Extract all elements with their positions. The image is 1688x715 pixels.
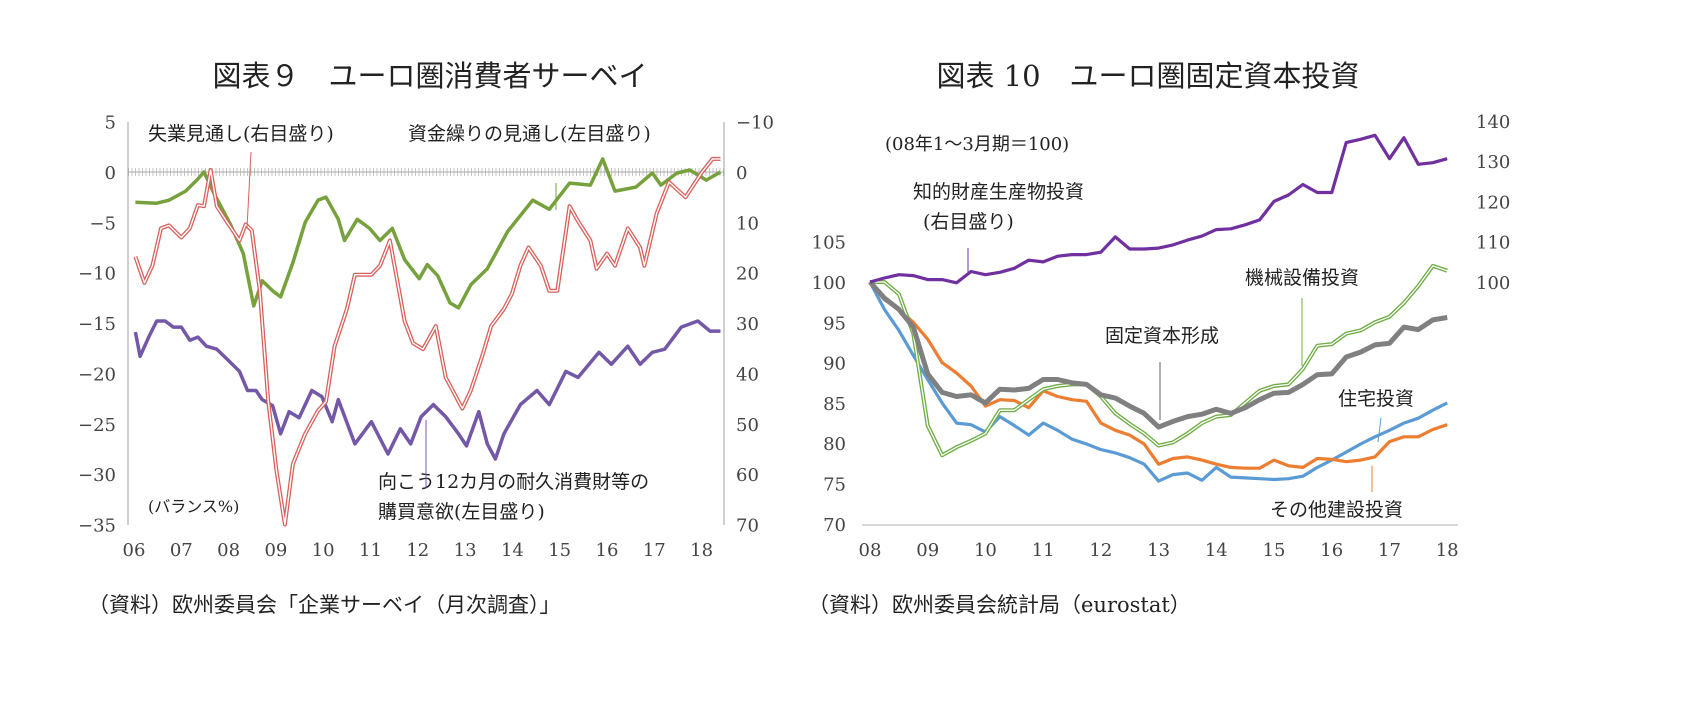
chart1-right-tick-label: 10 (736, 213, 759, 234)
chart2-left-tick-label: 85 (823, 394, 846, 415)
annotation-durables-line1: 向こう12カ月の耐久消費財等の (378, 471, 649, 493)
annotation-durables-line2: 購買意欲(左目盛り) (378, 501, 545, 523)
chart1-right-tick-label: 40 (736, 364, 759, 385)
arrow-unemployment (246, 151, 252, 229)
chart1-title: 図表９ ユーロ圏消費者サーベイ (212, 59, 647, 93)
chart1-left-tick-label: −5 (89, 213, 116, 234)
chart2-source: （資料）欧州委員会統計局（eurostat） (808, 593, 1191, 617)
chart1-source: （資料）欧州委員会「企業サーベイ（月次調査）」 (88, 593, 561, 617)
chart2-left-tick-label: 70 (823, 515, 846, 536)
chart1-right-tick-label: 30 (736, 314, 759, 335)
chart1-x-tick-label: 12 (406, 540, 429, 561)
chart1-right-tick-label: 60 (736, 465, 759, 486)
chart2-left-tick-label: 80 (823, 434, 846, 455)
chart1-right-tick-label: 50 (736, 415, 759, 436)
chart2-unit-label: (08年1～3月期＝100) (885, 134, 1069, 155)
chart1-x-tick-label: 09 (264, 540, 287, 561)
chart1-left-tick-label: −35 (78, 515, 116, 536)
chart2-x-tick-label: 17 (1378, 540, 1401, 561)
chart1-left-tick-label: −25 (78, 415, 116, 436)
chart-fixed-investment: 図表 10 ユーロ圏固定資本投資 105 100 95 90 85 80 75 70 140 13… (808, 59, 1510, 617)
annotation-ip: 知的財産生産物投資 (913, 181, 1084, 203)
chart1-right-tick-label: 0 (736, 163, 747, 184)
chart2-x-tick-label: 12 (1089, 540, 1112, 561)
annotation-ip-axis: (右目盛り) (923, 211, 1014, 233)
chart1-x-tick-label: 08 (217, 540, 240, 561)
series-line-unemployment-inner (134, 158, 721, 526)
chart1-left-tick-label: −10 (78, 264, 116, 285)
chart1-x-tick-label: 14 (501, 540, 524, 561)
chart1-x-tick-label: 15 (548, 540, 571, 561)
chart1-right-tick-label: 70 (736, 515, 759, 536)
chart2-left-tick-label: 95 (823, 313, 846, 334)
annotation-other-construction: その他建設投資 (1270, 499, 1403, 521)
annotation-funding: 資金繰りの見通し(左目盛り) (408, 123, 651, 145)
chart1-x-tick-label: 06 (123, 540, 146, 561)
chart2-left-tick-label: 75 (823, 475, 846, 496)
chart1-right-tick-label: −10 (736, 113, 774, 134)
chart1-left-tick-label: −15 (78, 314, 116, 335)
chart2-left-tick-label: 90 (823, 354, 846, 375)
series-line-ip (869, 133, 1448, 285)
chart1-x-tick-label: 10 (312, 540, 335, 561)
chart1-left-tick-label: 5 (105, 113, 116, 134)
chart1-left-tick-label: 0 (105, 163, 116, 184)
chart1-left-tick-label: −30 (78, 465, 116, 486)
series-line-durables (133, 319, 721, 461)
chart2-x-tick-label: 16 (1320, 540, 1343, 561)
series-line-machinery-inner (870, 265, 1448, 456)
chart2-right-tick-label: 130 (1476, 152, 1510, 173)
chart2-x-tick-label: 10 (974, 540, 997, 561)
chart1-right-tick-label: 20 (736, 264, 759, 285)
series-line-gfcf (868, 280, 1448, 430)
chart-consumer-survey: 図表９ ユーロ圏消費者サーベイ 50−5−10−15−20−25−30−35−1… (78, 59, 774, 617)
chart2-x-tick-label: 13 (1147, 540, 1170, 561)
series-line-housing (868, 281, 1448, 483)
arrow-housing (1377, 417, 1382, 443)
chart2-right-tick-label: 120 (1476, 192, 1510, 213)
chart2-title: 図表 10 ユーロ圏固定資本投資 (936, 59, 1359, 93)
chart2-left-tick-label: 100 (812, 273, 846, 294)
chart1-x-tick-label: 07 (170, 540, 193, 561)
chart2-x-tick-label: 11 (1032, 540, 1055, 561)
chart1-x-tick-label: 13 (454, 540, 477, 561)
chart2-right-tick-label: 140 (1476, 112, 1510, 133)
chart2-x-tick-label: 08 (859, 540, 882, 561)
chart2-right-tick-label: 110 (1476, 233, 1510, 254)
chart1-unit-label: (バランス%) (148, 497, 239, 516)
chart1-x-tick-label: 17 (643, 540, 666, 561)
annotation-machinery: 機械設備投資 (1245, 267, 1359, 289)
chart2-x-tick-label: 09 (916, 540, 939, 561)
chart2-x-tick-label: 14 (1205, 540, 1228, 561)
series-line-other-construction (868, 280, 1448, 470)
chart2-x-tick-label: 15 (1263, 540, 1286, 561)
chart2-right-tick-label: 100 (1476, 273, 1510, 294)
annotation-unemployment: 失業見通し(右目盛り) (148, 123, 334, 145)
chart2-x-tick-label: 18 (1436, 540, 1459, 561)
chart2-left-tick-label: 105 (812, 233, 846, 254)
chart1-left-tick-label: −20 (78, 364, 116, 385)
chart1-x-tick-label: 16 (596, 540, 619, 561)
annotation-housing: 住宅投資 (1338, 388, 1414, 410)
chart1-x-tick-label: 11 (359, 540, 382, 561)
chart1-x-tick-label: 18 (690, 540, 713, 561)
annotation-gfcf: 固定資本形成 (1105, 325, 1219, 347)
